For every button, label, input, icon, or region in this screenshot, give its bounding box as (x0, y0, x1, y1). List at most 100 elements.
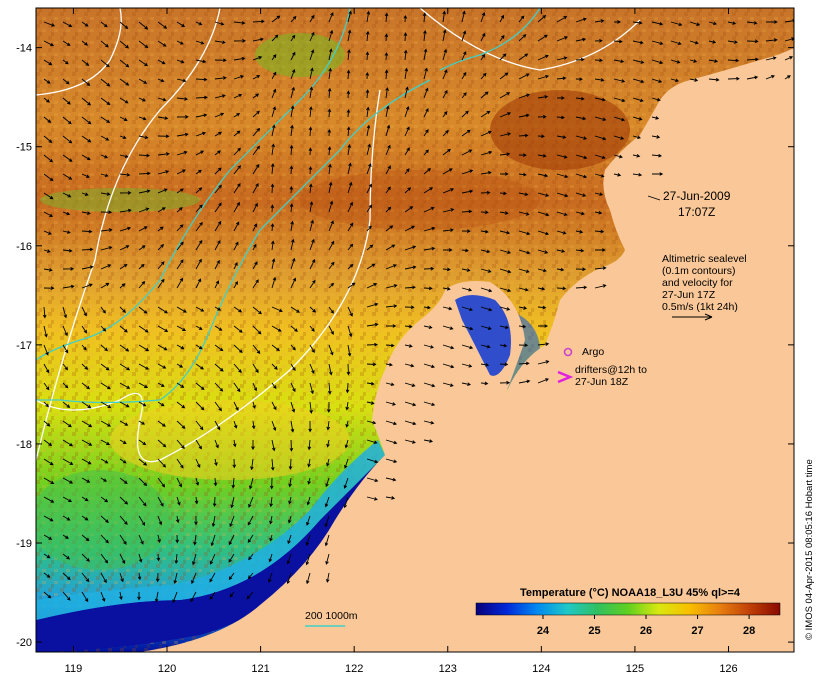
velocity-arrow (404, 439, 416, 444)
velocity-arrow (214, 58, 227, 63)
velocity-arrow (176, 420, 186, 429)
velocity-arrow (556, 173, 569, 179)
velocity-arrow (229, 591, 235, 598)
velocity-arrow (289, 144, 294, 156)
velocity-arrow (518, 379, 531, 384)
velocity-arrow (442, 267, 451, 272)
velocity-arrow (518, 133, 529, 138)
velocity-arrow (385, 165, 391, 175)
velocity-arrow (232, 458, 237, 469)
velocity-arrow (100, 363, 110, 371)
velocity-arrow (232, 439, 237, 448)
velocity-arrow (81, 78, 91, 87)
velocity-arrow (271, 15, 281, 23)
velocity-arrow (308, 166, 313, 175)
velocity-arrow (442, 188, 455, 194)
velocity-arrow (575, 135, 588, 140)
velocity-arrow (290, 34, 296, 42)
velocity-arrow (176, 207, 183, 213)
velocity-arrow (404, 324, 413, 329)
velocity-arrow (43, 439, 53, 447)
velocity-arrow (343, 496, 349, 509)
velocity-arrow (214, 458, 218, 467)
velocity-arrow (100, 192, 111, 196)
velocity-arrow (176, 21, 186, 28)
velocity-arrow (233, 147, 241, 156)
velocity-arrow (670, 59, 681, 64)
velocity-arrow (138, 344, 150, 352)
velocity-arrow (651, 78, 663, 83)
velocity-arrow (62, 284, 75, 289)
colorbar-tick-label: 24 (537, 625, 550, 637)
velocity-arrow (157, 226, 164, 232)
velocity-arrow (328, 306, 334, 314)
velocity-arrow (404, 420, 417, 426)
velocity-arrow (499, 287, 512, 293)
velocity-arrow (403, 49, 408, 61)
velocity-arrow (309, 86, 314, 99)
velocity-arrow (100, 246, 113, 251)
velocity-arrow (157, 21, 168, 29)
velocity-arrow (250, 458, 254, 471)
velocity-arrow (403, 14, 408, 23)
velocity-arrow (423, 149, 429, 156)
velocity-arrow (270, 223, 275, 232)
velocity-arrow (499, 34, 505, 42)
velocity-arrow (442, 111, 448, 118)
velocity-arrow (214, 150, 221, 156)
velocity-arrow (366, 362, 377, 367)
velocity-arrow (385, 87, 389, 99)
velocity-arrow (119, 59, 130, 68)
depth-legend: 200 1000m (305, 610, 358, 627)
velocity-arrow (384, 33, 389, 42)
velocity-arrow (176, 59, 185, 64)
velocity-arrow (784, 75, 791, 80)
velocity-arrow (499, 92, 511, 99)
velocity-arrow (176, 344, 185, 350)
velocity-arrow (324, 515, 330, 528)
velocity-arrow (613, 97, 626, 103)
plot-frame (35, 7, 795, 653)
velocity-arrow (176, 382, 185, 388)
velocity-arrow (195, 439, 202, 450)
velocity-arrow (306, 496, 311, 506)
velocity-arrow (62, 173, 73, 180)
velocity-arrow (499, 112, 512, 118)
velocity-arrow (689, 59, 698, 63)
velocity-arrow (404, 147, 410, 156)
velocity-arrow (328, 12, 334, 23)
velocity-arrow (347, 263, 354, 270)
velocity-arrow (575, 173, 588, 179)
lon-tick-label: 126 (719, 663, 737, 675)
velocity-arrow (81, 325, 88, 334)
velocity-arrow (62, 154, 73, 162)
velocity-arrow (252, 382, 258, 392)
velocity-arrow (233, 420, 238, 429)
velocity-arrow (327, 382, 332, 395)
velocity-arrow (537, 230, 550, 236)
velocity-arrow (157, 477, 166, 488)
velocity-arrow (309, 238, 315, 251)
velocity-arrow (385, 401, 396, 406)
velocity-arrow (309, 344, 315, 353)
velocity-arrow (290, 382, 296, 393)
velocity-arrow (366, 496, 378, 501)
velocity-arrow (343, 477, 349, 489)
velocity-arrow (442, 325, 454, 330)
velocity-arrow (252, 306, 262, 315)
velocity-arrow (138, 245, 146, 251)
velocity-arrow (442, 208, 455, 213)
velocity-arrow (324, 534, 330, 547)
velocity-arrow (81, 192, 89, 196)
velocity-arrow (423, 167, 431, 175)
velocity-arrow (480, 268, 492, 273)
velocity-arrow (746, 21, 758, 25)
velocity-arrow (233, 201, 240, 213)
velocity-arrow (746, 39, 759, 44)
velocity-arrow (156, 553, 161, 562)
velocity-arrow (81, 591, 89, 603)
velocity-arrow (119, 439, 127, 444)
velocity-arrow (213, 477, 218, 487)
velocity-arrow (518, 172, 527, 177)
velocity-arrow (100, 325, 107, 332)
